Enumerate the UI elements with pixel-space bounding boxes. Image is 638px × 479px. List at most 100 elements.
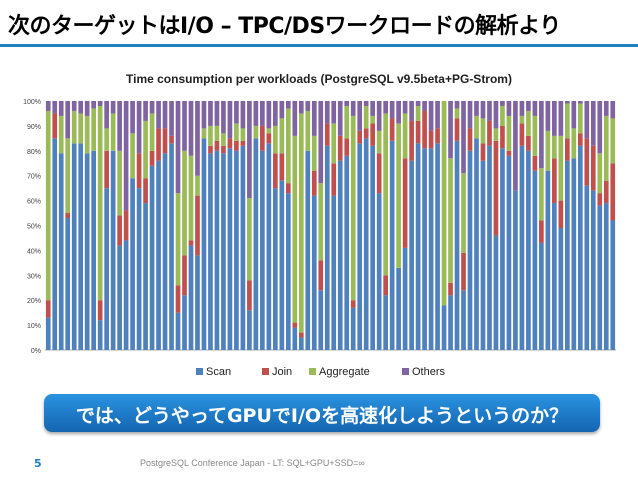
bar-segment-aggregate <box>247 198 252 281</box>
bar-segment-join <box>324 123 330 146</box>
bar-segment-scan <box>590 190 596 350</box>
bar-segment-join <box>143 178 148 204</box>
bar-segment-scan <box>344 155 350 350</box>
bar-segment-join <box>363 128 369 139</box>
bar-segment-scan <box>149 165 155 350</box>
bar-segment-others <box>493 101 499 129</box>
bar-segment-aggregate <box>565 103 570 139</box>
bar-segment-join <box>506 150 512 156</box>
bar-segment-scan <box>234 150 239 350</box>
bar-segment-aggregate <box>363 105 369 129</box>
bar-segment-scan <box>253 138 259 350</box>
bar-segment-others <box>162 101 168 129</box>
bar-segment-scan <box>337 160 343 350</box>
bar-segment-aggregate <box>318 183 324 261</box>
bar-segment-others <box>552 101 557 136</box>
bar-segment-scan <box>84 153 90 350</box>
bar-segment-others <box>247 101 252 199</box>
bar-segment-join <box>402 158 408 248</box>
bar-segment-aggregate <box>610 118 616 164</box>
bar-segment-aggregate <box>208 125 213 146</box>
bar-segment-join <box>376 153 382 194</box>
bar-segment-join <box>370 123 376 146</box>
bar-segment-aggregate <box>279 118 285 154</box>
bar-segment-others <box>519 101 525 116</box>
bar-segment-scan <box>175 312 181 350</box>
bar-segment-join <box>357 130 363 144</box>
bar-segment-scan <box>52 138 58 350</box>
bar-segment-join <box>221 145 226 154</box>
bar-segment-others <box>324 101 330 124</box>
legend-label-join: Join <box>272 366 292 378</box>
bar-segment-join <box>577 133 583 146</box>
bar-segment-scan <box>298 337 304 350</box>
bar-segment-others <box>201 101 207 129</box>
bar-segment-scan <box>266 143 272 350</box>
bar-segment-join <box>182 255 187 296</box>
bar-segment-scan <box>227 148 233 350</box>
y-tick-label: 40% <box>27 248 41 255</box>
legend-label-aggregate: Aggregate <box>319 366 370 378</box>
bar-segment-others <box>110 101 116 114</box>
bar-segment-scan <box>311 195 317 350</box>
bar-segment-scan <box>467 150 473 350</box>
bar-segment-others <box>448 101 453 159</box>
bar-segment-aggregate <box>58 115 64 154</box>
bar-segment-others <box>175 101 181 194</box>
bar-segment-scan <box>318 290 324 350</box>
bar-segment-aggregate <box>130 133 135 179</box>
bar-segment-others <box>71 101 77 111</box>
bar-segment-others <box>344 101 350 106</box>
bar-segment-others <box>415 101 421 106</box>
bar-segment-join <box>603 180 609 204</box>
bar-segment-join <box>350 300 356 308</box>
bar-segment-join <box>597 193 603 206</box>
bar-segment-join <box>298 332 304 338</box>
bar-segment-scan <box>441 305 447 350</box>
bar-segment-others <box>480 101 486 119</box>
bar-segment-scan <box>552 203 557 350</box>
bar-segment-others <box>610 101 616 119</box>
bar-segment-aggregate <box>91 108 96 151</box>
bar-segment-join <box>493 140 499 236</box>
bar-segment-aggregate <box>500 105 505 126</box>
bar-segment-join <box>240 140 246 146</box>
bar-segment-join <box>467 128 473 151</box>
bar-segment-scan <box>370 145 376 350</box>
bar-segment-scan <box>214 150 220 350</box>
bar-segment-others <box>156 101 161 129</box>
bar-segment-others <box>577 101 583 104</box>
bar-segment-scan <box>396 267 401 350</box>
bar-segment-join <box>123 210 129 241</box>
bar-segment-join <box>117 215 122 246</box>
bar-segment-scan <box>65 218 71 350</box>
bar-segment-others <box>136 101 142 154</box>
bar-segment-scan <box>91 150 96 350</box>
bar-segment-aggregate <box>597 153 603 194</box>
bar-segment-others <box>234 101 239 124</box>
bar-segment-aggregate <box>448 158 453 283</box>
bar-segment-join <box>260 125 265 151</box>
y-tick-label: 80% <box>27 149 41 156</box>
bar-segment-others <box>318 101 324 184</box>
bar-segment-others <box>78 101 84 114</box>
bar-segment-aggregate <box>480 118 486 144</box>
bar-segment-scan <box>78 143 84 350</box>
bar-segment-others <box>584 101 590 139</box>
bar-segment-others <box>149 101 155 114</box>
bar-segment-join <box>318 260 324 291</box>
bar-segment-others <box>182 101 187 151</box>
title-rule <box>0 44 638 47</box>
bar-segment-join <box>532 155 538 171</box>
bar-segment-others <box>545 101 551 131</box>
bar-segment-join <box>285 183 291 194</box>
bar-segment-others <box>188 101 194 156</box>
bar-segment-aggregate <box>182 150 187 256</box>
bar-segment-scan <box>156 160 161 350</box>
bar-segment-join <box>227 138 233 149</box>
bar-segment-scan <box>383 295 388 350</box>
bar-segment-join <box>526 135 531 151</box>
bar-segment-aggregate <box>311 135 317 171</box>
bar-segment-aggregate <box>558 135 564 201</box>
bar-segment-join <box>590 145 596 191</box>
